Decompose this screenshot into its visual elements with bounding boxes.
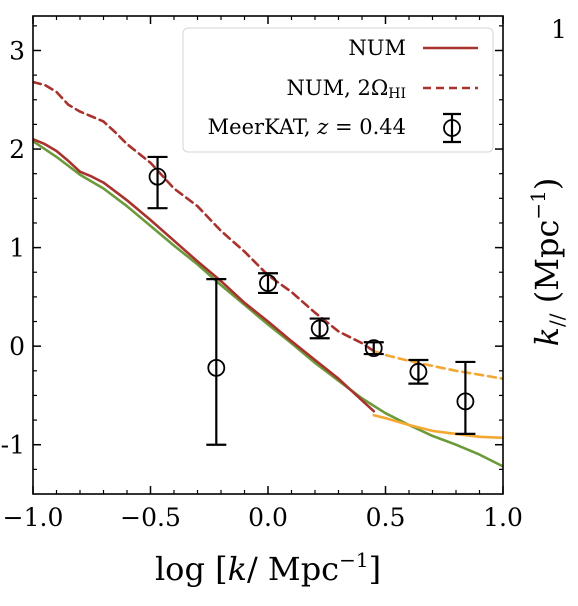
corner-text: 1 xyxy=(551,15,567,44)
x-tick-label-3: 0.5 xyxy=(366,503,406,532)
data-point-4 xyxy=(363,339,384,358)
legend-label-num-2omega: NUM, 2ΩHI xyxy=(287,76,406,102)
data-point-6 xyxy=(455,360,476,435)
y-tick-label-2: 1 xyxy=(9,234,25,263)
series-layer xyxy=(33,80,503,468)
data-point-0 xyxy=(147,155,168,210)
y-tick-label-0: -1 xyxy=(1,431,25,460)
data-point-2 xyxy=(258,272,278,295)
legend-swatch-meerkat xyxy=(443,112,461,144)
legend-box xyxy=(182,27,494,153)
legend: NUM NUM, 2ΩHI MeerKAT, z = 0.44 xyxy=(182,27,494,153)
series-line-1 xyxy=(33,137,376,413)
x-tick-label-4: 1.0 xyxy=(483,503,523,532)
x-axis-label: log [k/ Mpc−1] xyxy=(155,548,381,588)
y-tick-label-4: 3 xyxy=(9,36,25,65)
series-line-3 xyxy=(372,413,503,440)
data-point-1 xyxy=(206,278,227,446)
plot-frame xyxy=(32,15,504,495)
y-tick-label-1: 0 xyxy=(9,332,25,361)
x-tick-label-0: −1.0 xyxy=(3,503,64,532)
x-tick-label-1: −0.5 xyxy=(120,503,181,532)
legend-label-meerkat: MeerKAT, z = 0.44 xyxy=(208,115,406,139)
axis-ticks: −1.0 −0.5 0.0 0.5 1.0 -1 0 1 2 3 xyxy=(1,16,523,532)
legend-label-num: NUM xyxy=(348,36,406,60)
x-tick-label-2: 0.0 xyxy=(248,503,288,532)
series-line-0 xyxy=(33,139,503,468)
errorbar-points xyxy=(147,155,476,446)
series-line-2 xyxy=(33,80,376,353)
data-point-3 xyxy=(309,317,330,340)
y-tick-label-3: 2 xyxy=(9,135,25,164)
y-axis-label-right: k// (Mpc−1) xyxy=(526,178,569,347)
data-point-5 xyxy=(408,358,429,385)
series-line-4 xyxy=(372,349,503,380)
